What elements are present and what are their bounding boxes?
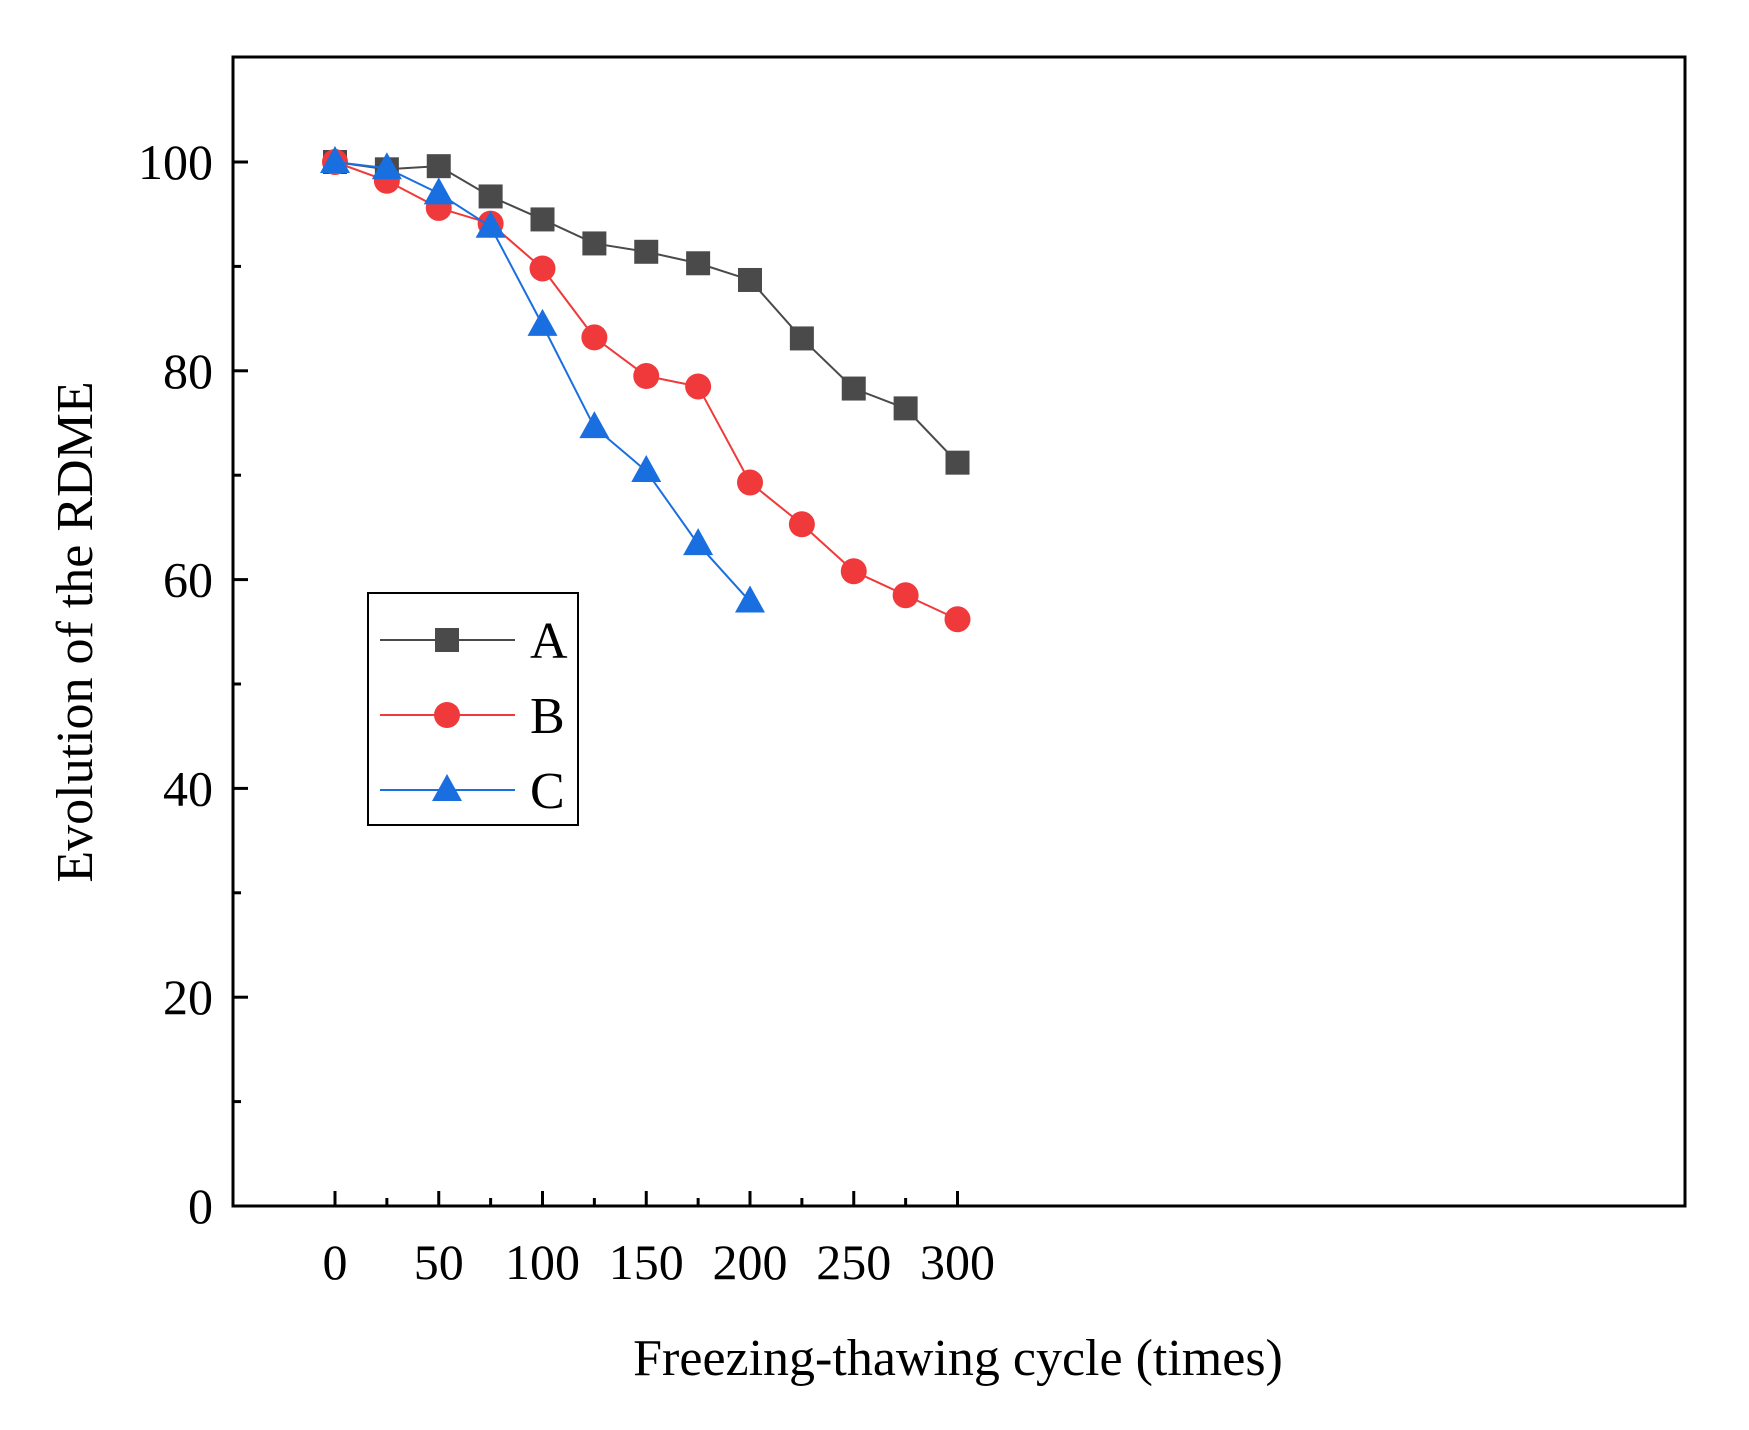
data-point-c: [579, 411, 610, 439]
legend-label: C: [530, 763, 565, 820]
data-point-c: [735, 585, 765, 613]
data-point-b: [840, 558, 867, 585]
axis-ticks: [233, 160, 959, 1208]
y-axis-title: Evolution of the RDME: [47, 381, 104, 882]
legend-item-a: A: [380, 613, 568, 670]
legend-item-b: B: [380, 688, 565, 745]
data-point-a: [582, 231, 607, 256]
data-point-b: [737, 469, 763, 496]
data-point-a: [893, 396, 918, 421]
legend-label: B: [530, 688, 565, 745]
data-point-a: [478, 184, 503, 209]
data-point-b: [633, 363, 660, 390]
x-tick-label: 250: [816, 1234, 891, 1290]
data-point-a: [789, 326, 814, 351]
data-point-c: [475, 210, 506, 238]
y-tick-label: 40: [163, 760, 213, 816]
data-point-b: [788, 511, 815, 538]
y-tick-label: 20: [163, 969, 213, 1025]
data-point-c: [423, 177, 454, 205]
data-point-b: [685, 373, 712, 400]
data-point-a: [841, 376, 866, 401]
x-tick-label: 200: [713, 1234, 788, 1290]
data-point-b: [529, 255, 556, 282]
y-tick-label: 0: [188, 1178, 213, 1234]
x-tick-label: 50: [414, 1234, 464, 1290]
axis-tick-labels: 0 50 100 150 200 250 300 0 20 40 60 80 100: [138, 134, 995, 1290]
data-point-a: [426, 154, 451, 179]
data-point-a: [945, 450, 970, 475]
data-point-a: [738, 267, 762, 292]
data-point-a: [634, 239, 659, 264]
x-tick-label: 300: [920, 1234, 995, 1290]
legend-marker: [435, 628, 459, 652]
series-b: [322, 149, 971, 633]
legend-label: A: [530, 613, 568, 670]
x-tick-label: 100: [505, 1234, 580, 1290]
y-tick-label: 80: [163, 343, 213, 399]
data-point-a: [530, 207, 555, 232]
series-layer: [320, 146, 971, 633]
y-tick-label: 60: [163, 552, 213, 608]
data-point-b: [581, 324, 608, 351]
legend-marker: [432, 774, 462, 801]
x-tick-label: 150: [609, 1234, 684, 1290]
data-point-c: [527, 308, 558, 336]
x-tick-label: 0: [323, 1234, 348, 1290]
legend: ABC: [367, 592, 579, 826]
legend-item-c: C: [380, 763, 565, 820]
legend-marker: [434, 702, 460, 728]
x-axis-title: Freezing-thawing cycle (times): [633, 1330, 1283, 1387]
y-tick-label: 100: [138, 134, 213, 190]
legend-box: [367, 592, 579, 826]
data-point-c: [320, 146, 350, 173]
data-point-b: [892, 582, 919, 609]
data-point-c: [683, 528, 714, 556]
series-c: [320, 146, 765, 613]
data-point-a: [686, 251, 711, 276]
data-point-c: [631, 455, 662, 483]
data-point-c: [371, 152, 402, 180]
data-point-b: [944, 606, 971, 633]
